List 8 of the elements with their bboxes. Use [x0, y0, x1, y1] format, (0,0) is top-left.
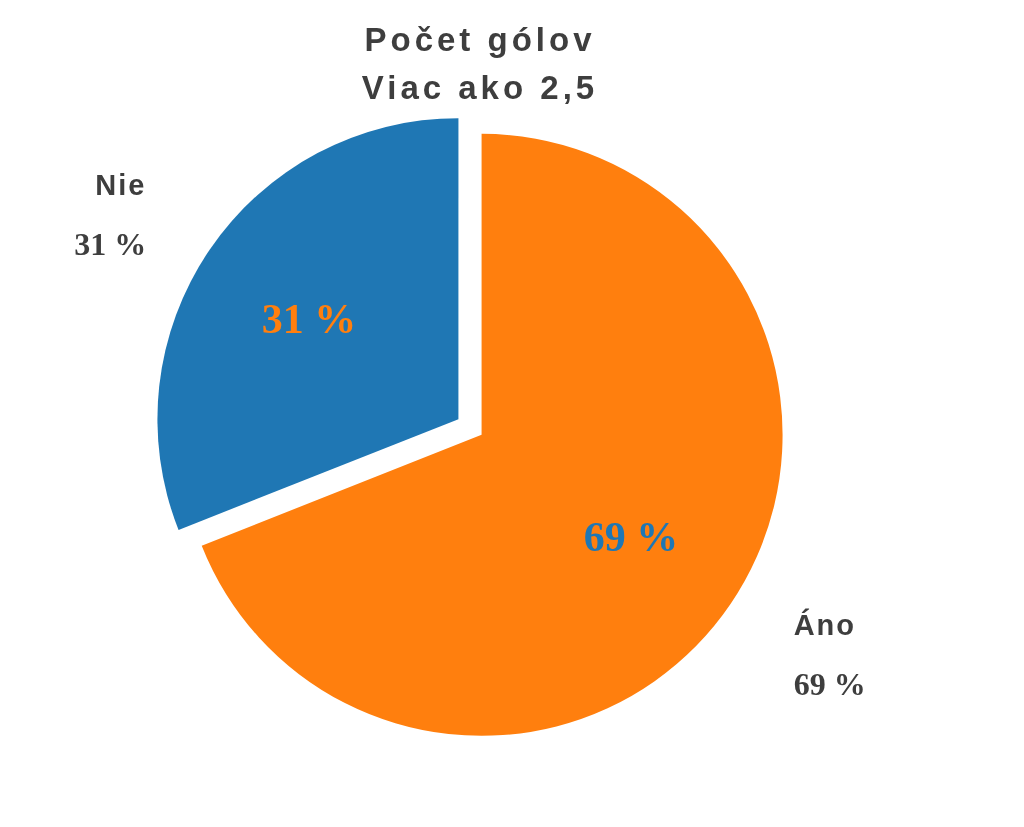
text: 31 %: [74, 226, 147, 263]
chart-subtitle: Viac ako 2,5: [361, 69, 599, 106]
text: 69 %: [793, 665, 866, 702]
data-label: 69 %: [583, 514, 679, 561]
slice-label: Nie: [95, 169, 147, 202]
slice-label: Áno: [793, 607, 857, 641]
chart-title: Počet gólov: [364, 21, 596, 58]
data-label: 31 %: [261, 295, 357, 342]
